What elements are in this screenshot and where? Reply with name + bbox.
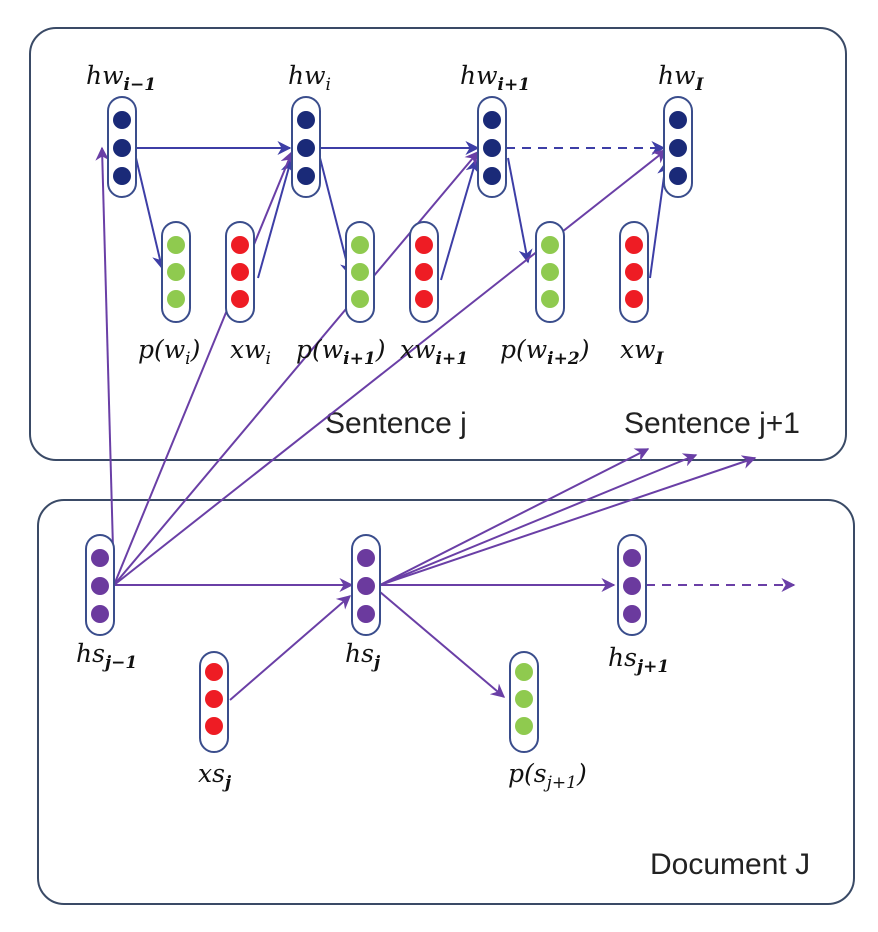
vector-hs-j	[351, 534, 381, 636]
arrow-hsjm1-to-hw-i	[113, 150, 294, 586]
arrow-hw-im1-to-pwi	[135, 157, 166, 270]
label-p-wip2: p(wi+2)	[500, 335, 589, 369]
next-sentence-label: Sentence j+1	[624, 407, 800, 440]
word-output-vectors	[161, 221, 565, 323]
arrow-xsj-to-hsj	[229, 595, 352, 701]
label-xs-j: xsj	[198, 759, 232, 793]
label-xw-i: xwi	[230, 335, 271, 369]
label-p-wip1: p(wi+1)	[296, 335, 385, 369]
vector-hw-i	[291, 96, 321, 198]
label-hs-j: hsj	[345, 639, 381, 673]
vector-hw-ip1	[477, 96, 507, 198]
vector-xw-I	[619, 221, 649, 323]
label-p-wi: p(wi)	[138, 335, 200, 369]
arrow-hsj-to-next-sentence-2	[379, 453, 698, 586]
sentence-hidden-vectors	[85, 534, 647, 636]
arrow-hsj-to-next-sentence-3	[379, 455, 757, 586]
vector-hs-jm1	[85, 534, 115, 636]
label-hw-im1: hwi−1	[86, 61, 156, 95]
sentence-panel-label: Sentence j	[325, 407, 467, 440]
label-hs-jp1: hsj+1	[608, 643, 669, 677]
arrow-xwi-to-hw-i	[257, 158, 295, 279]
vector-hs-jp1	[617, 534, 647, 636]
label-hw-i: hwi	[288, 61, 331, 95]
vector-p-wip1	[345, 221, 375, 323]
arrow-xwip1-to-hw-ip1	[440, 158, 480, 281]
label-hw-ip1: hwi+1	[460, 61, 530, 95]
word-input-vectors	[225, 221, 649, 323]
sentence-level-arrows	[95, 146, 796, 701]
label-hw-I: hwI	[658, 61, 705, 95]
arrow-hsj-to-next-sentence-1	[379, 448, 650, 586]
document-panel-label: Document J	[650, 848, 810, 881]
arrow-hsj-to-psjp1	[379, 591, 506, 698]
arrow-hsjm1-to-hw-im1	[95, 146, 115, 586]
document-panel	[37, 499, 855, 905]
label-xw-I: xwI	[620, 335, 665, 369]
arrow-hw-ip1-to-pwip2	[507, 157, 533, 264]
vector-p-wip2	[535, 221, 565, 323]
label-xw-ip1: xwi+1	[400, 335, 468, 369]
vector-xs-j	[199, 651, 229, 753]
arrow-hsjm1-to-hw-I	[113, 149, 668, 586]
label-p-sjp1: p(sj+1)	[508, 759, 587, 793]
vector-p-sjp1	[509, 651, 539, 753]
vector-p-wi	[161, 221, 191, 323]
vector-hw-I	[663, 96, 693, 198]
label-hs-jm1: hsj−1	[76, 639, 137, 673]
vector-xw-i	[225, 221, 255, 323]
vector-xw-ip1	[409, 221, 439, 323]
vector-hw-im1	[107, 96, 137, 198]
word-hidden-vectors	[107, 96, 693, 198]
